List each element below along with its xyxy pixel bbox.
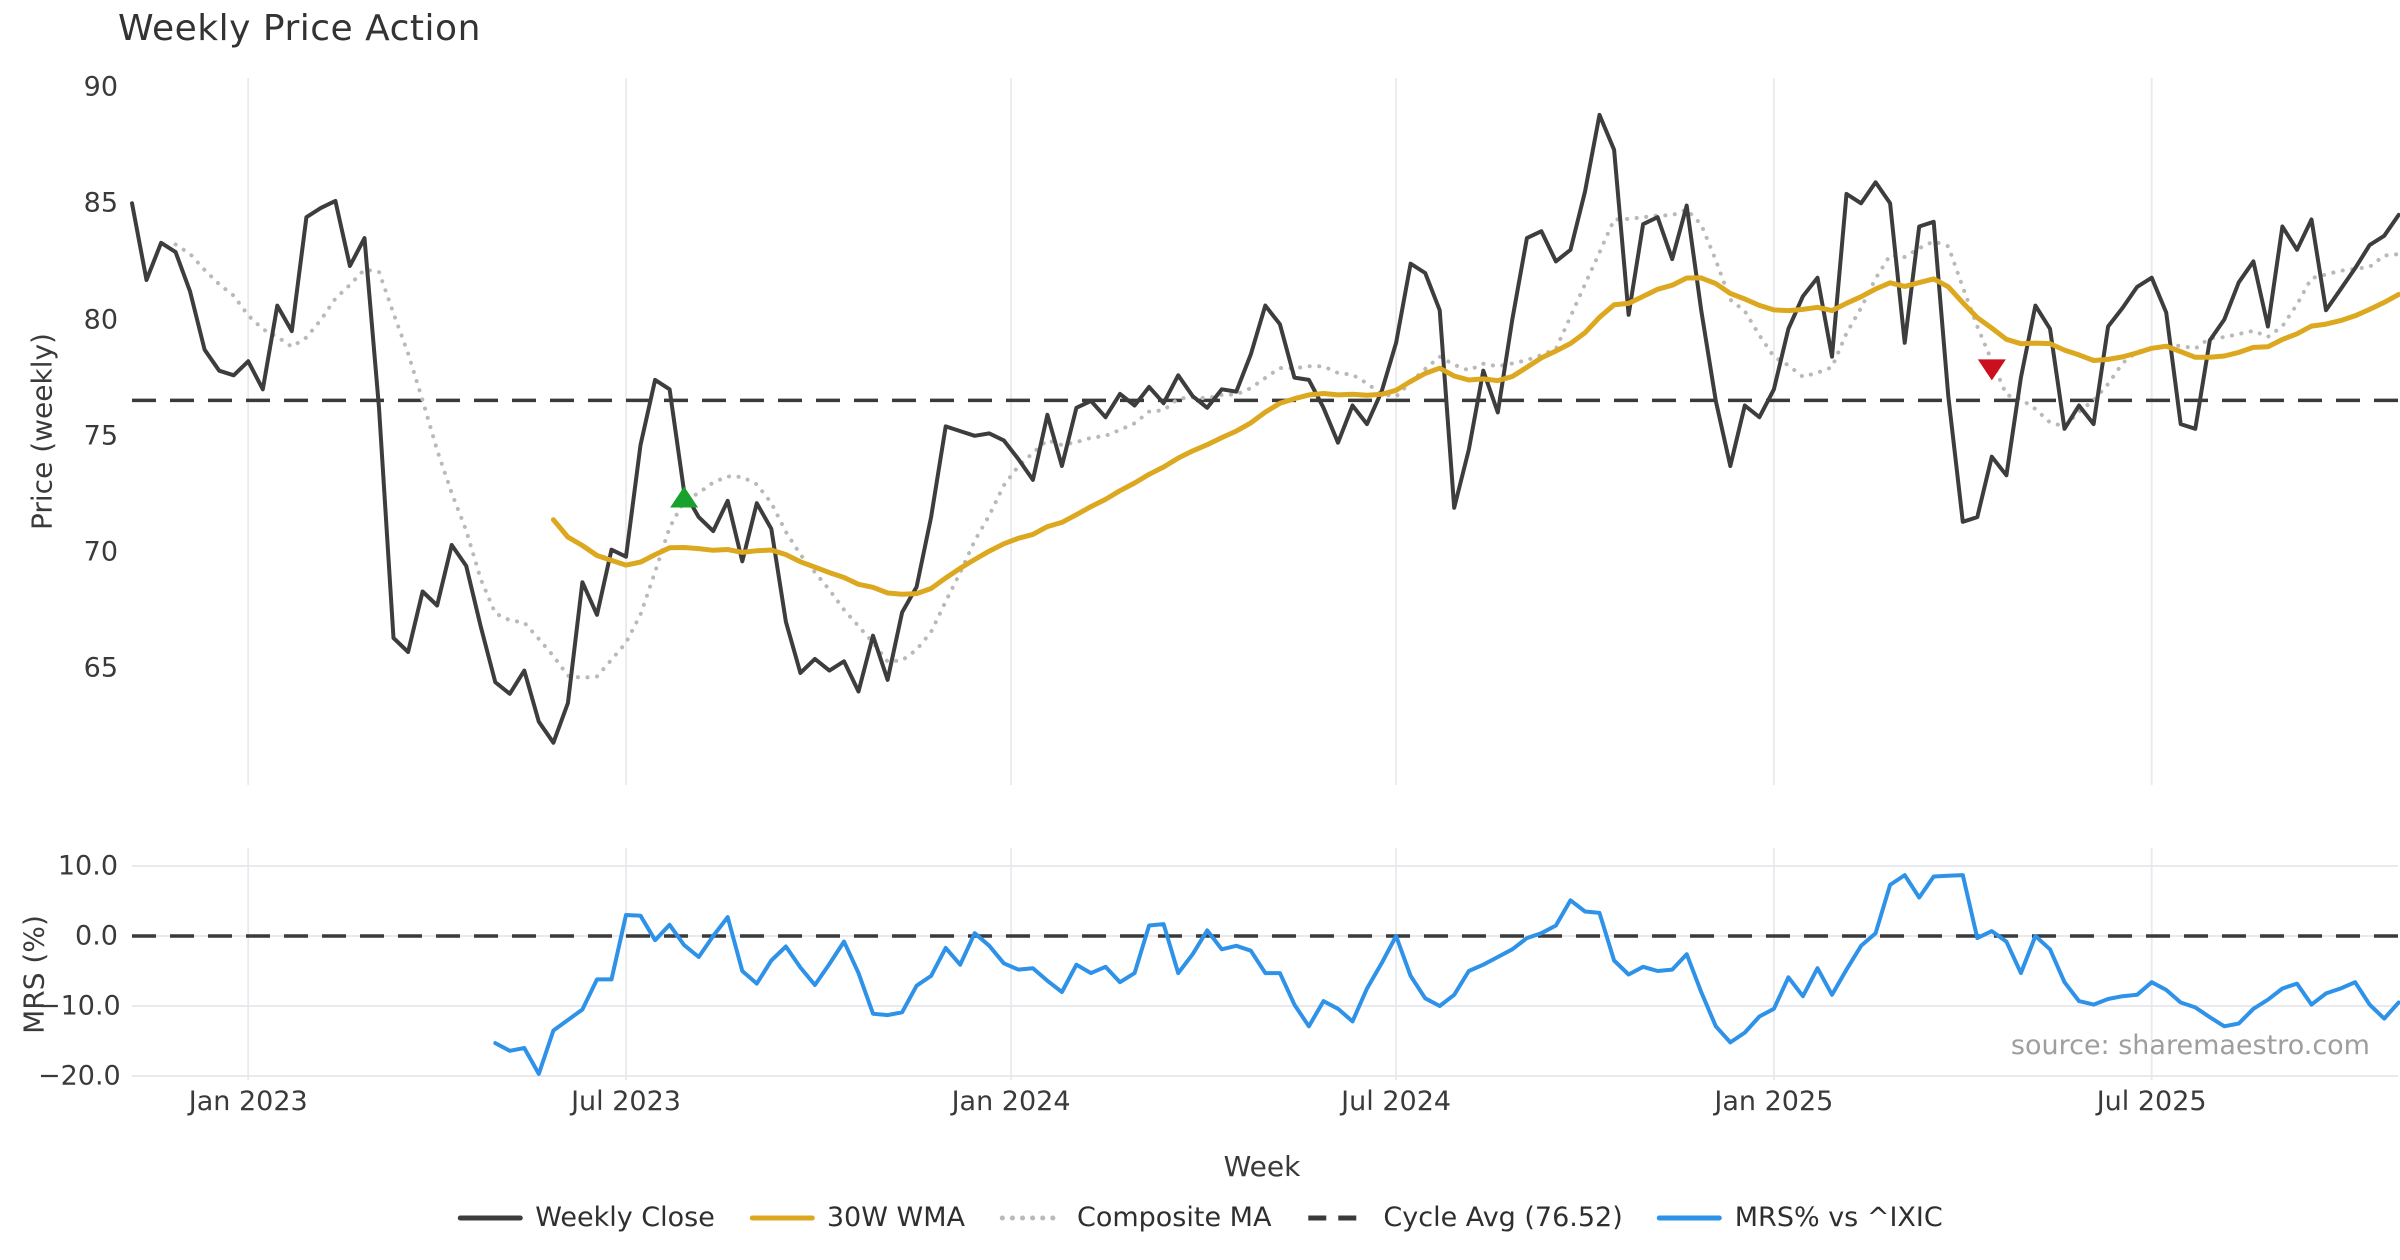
weekly-close-line — [130, 112, 2400, 745]
legend-item: Weekly Close — [457, 1202, 715, 1233]
buy-signal-marker — [670, 486, 699, 508]
price-tick-label: 70 — [83, 536, 118, 568]
sell-signal-marker — [1977, 359, 2006, 381]
wma-30w-line — [550, 275, 2400, 597]
mrs-tick-label: 0.0 — [75, 920, 118, 952]
mrs-line — [493, 873, 2400, 1076]
legend-line-swatch — [999, 1215, 1065, 1220]
legend-line-swatch — [749, 1215, 815, 1220]
price-tick-label: 75 — [83, 420, 118, 452]
chart-title: Weekly Price Action — [118, 8, 481, 49]
legend-line-swatch — [457, 1215, 523, 1220]
legend-line-swatch — [1657, 1215, 1723, 1220]
mrs-tick-label: −20.0 — [38, 1060, 121, 1092]
legend-label: Weekly Close — [535, 1202, 715, 1233]
price-tick-label: 65 — [83, 652, 118, 684]
mrs-tick-label: 10.0 — [57, 850, 118, 882]
x-tick-label: Jan 2025 — [1714, 1086, 1834, 1117]
mrs-axis-title: MRS (%) — [17, 915, 51, 1034]
price-tick-label: 80 — [83, 304, 118, 335]
x-tick-label: Jul 2024 — [1341, 1086, 1452, 1117]
legend-label: Cycle Avg (76.52) — [1383, 1202, 1623, 1233]
x-tick-label: Jan 2023 — [188, 1086, 308, 1117]
composite-ma-line — [173, 207, 2400, 680]
legend-item: Cycle Avg (76.52) — [1305, 1202, 1623, 1233]
x-tick-label: Jul 2023 — [571, 1086, 681, 1117]
x-tick-label: Jan 2024 — [951, 1086, 1071, 1117]
legend-item: MRS% vs ^IXIC — [1657, 1202, 1943, 1233]
x-tick-label: Jul 2025 — [2096, 1086, 2207, 1117]
legend-item: Composite MA — [999, 1202, 1271, 1233]
mrs-tick-label: −10.0 — [38, 990, 121, 1022]
x-axis-title: Week — [1223, 1150, 1301, 1183]
legend-item: 30W WMA — [749, 1202, 965, 1233]
chart-legend: Weekly Close 30W WMA Composite MA Cycle Avg… — [457, 1202, 1943, 1233]
legend-line-swatch — [1308, 1215, 1369, 1220]
source-attribution: source: sharemaestro.com — [2010, 1030, 2370, 1061]
price-tick-label: 90 — [83, 71, 118, 103]
legend-label: MRS% vs ^IXIC — [1734, 1202, 1943, 1233]
price-tick-label: 85 — [83, 187, 118, 219]
legend-label: Composite MA — [1076, 1202, 1272, 1233]
legend-label: 30W WMA — [826, 1202, 965, 1233]
